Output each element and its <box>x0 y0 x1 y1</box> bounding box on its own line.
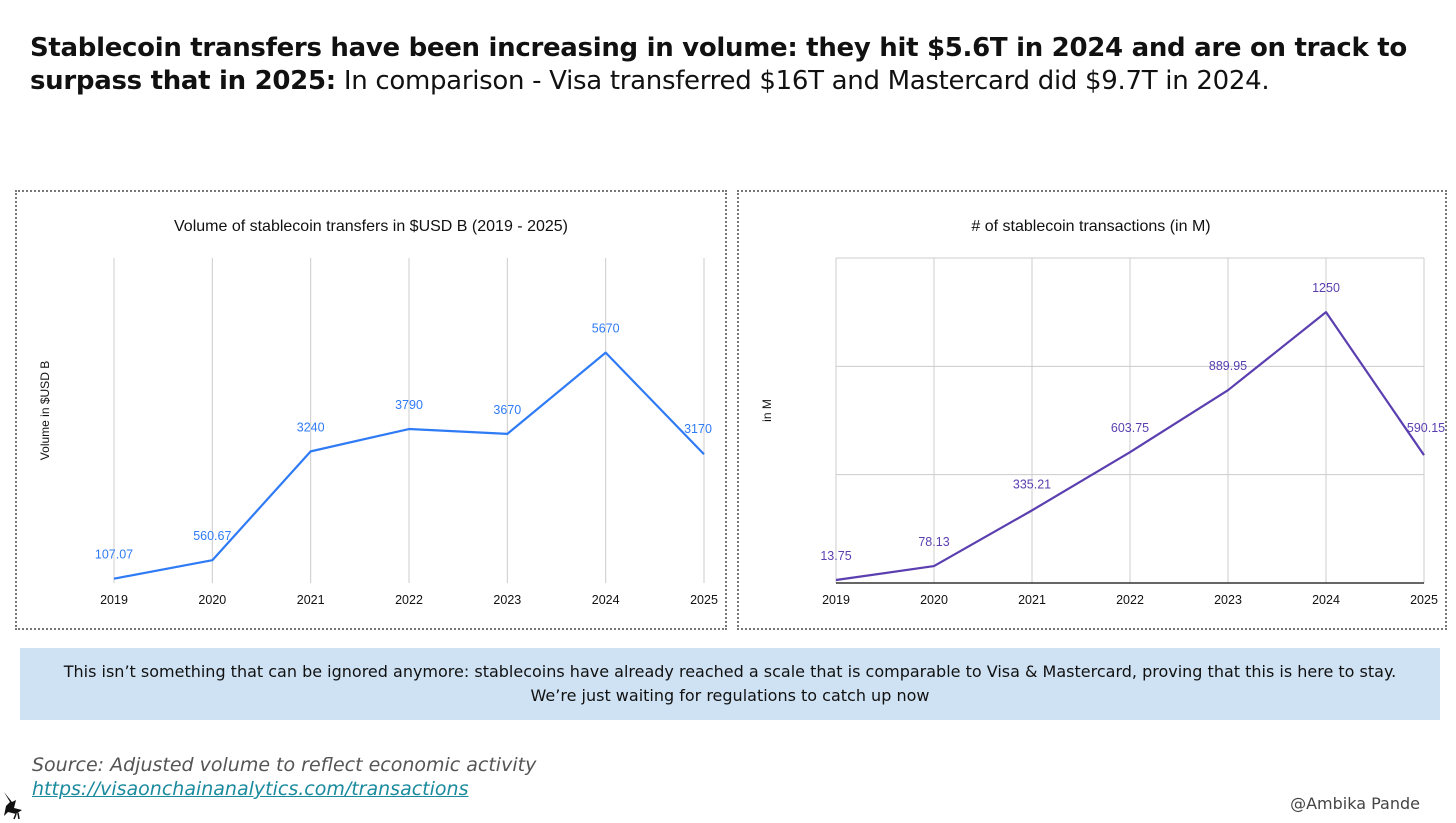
chart1-data-label: 3790 <box>395 398 423 412</box>
chart2-x-tick-label: 2019 <box>822 593 850 607</box>
chart1-y-axis-label: Volume in $USD B <box>38 361 52 460</box>
commentary-banner: This isn’t something that can be ignored… <box>20 648 1440 720</box>
chart1-x-tick-label: 2019 <box>100 593 128 607</box>
headline-rest: In comparison - Visa transferred $16T an… <box>335 66 1270 96</box>
chart2-title: # of stablecoin transactions (in M) <box>971 218 1210 235</box>
chart2-x-tick-label: 2024 <box>1312 593 1340 607</box>
chart2-data-label: 590.15 <box>1407 421 1445 435</box>
chart1-data-label: 3670 <box>493 403 521 417</box>
chart2-x-tick-label: 2022 <box>1116 593 1144 607</box>
chart1-data-label: 107.07 <box>95 548 133 562</box>
transactions-chart-panel <box>737 190 1447 630</box>
chart1-data-label: 3240 <box>297 420 325 434</box>
chart2-x-tick-label: 2025 <box>1410 593 1438 607</box>
chart2-x-tick-label: 2023 <box>1214 593 1242 607</box>
source-link[interactable]: https://visaonchainanalytics.com/transac… <box>32 778 469 800</box>
banner-line-2: We’re just waiting for regulations to ca… <box>530 686 930 705</box>
source-text: Source: Adjusted volume to reflect econo… <box>32 754 537 776</box>
chart1-x-tick-label: 2021 <box>297 593 325 607</box>
chart1-data-label: 5670 <box>592 322 620 336</box>
volume-chart-panel <box>15 190 727 630</box>
chart2-x-tick-label: 2021 <box>1018 593 1046 607</box>
chart2-data-label: 78.13 <box>918 535 949 549</box>
chart2-data-label: 335.21 <box>1013 477 1051 491</box>
chart1-x-tick-label: 2020 <box>198 593 226 607</box>
chart1-x-tick-label: 2022 <box>395 593 423 607</box>
chart2-data-label: 603.75 <box>1111 421 1149 435</box>
chart2-x-tick-label: 2020 <box>920 593 948 607</box>
author-credit: @Ambika Pande <box>1290 794 1420 813</box>
bird-logo-icon <box>4 792 22 820</box>
chart1-data-label: 560.67 <box>193 529 231 543</box>
chart1-x-tick-label: 2025 <box>690 593 718 607</box>
chart2-data-label: 889.95 <box>1209 359 1247 373</box>
headline-bold: Stablecoin transfers have been increasin… <box>30 33 1407 96</box>
chart2-data-label: 13.75 <box>820 549 851 563</box>
chart1-x-tick-label: 2023 <box>493 593 521 607</box>
chart2-y-axis-label: in M <box>760 399 774 422</box>
chart1-title: Volume of stablecoin transfers in $USD B… <box>174 218 568 235</box>
chart1-x-tick-label: 2024 <box>592 593 620 607</box>
chart2-data-label: 1250 <box>1312 281 1340 295</box>
banner-line-1: This isn’t something that can be ignored… <box>63 662 1397 681</box>
headline: Stablecoin transfers have been increasin… <box>30 32 1440 98</box>
chart1-data-label: 3170 <box>684 422 712 436</box>
